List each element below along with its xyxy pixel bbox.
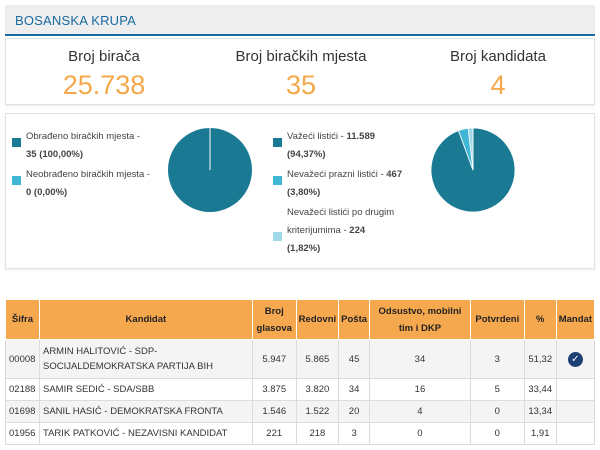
col-header-confirmed: Potvrdeni: [469, 299, 525, 340]
stat-label: Broj biračkih mjesta: [235, 48, 367, 65]
legend-value: 467: [386, 169, 403, 180]
candidate-party: SOCIJALDEMOKRATSKA PARTIJA BIH: [42, 361, 213, 372]
cell-candidate: SANIL HASIĆ - DEMOKRATSKA FRONTA: [38, 400, 253, 423]
col-header-absentee: Odsustvo, mobilni tim i DKP: [369, 299, 471, 340]
ballots-pie-chart: [430, 127, 516, 213]
legend-label: Važeći listići -: [287, 131, 347, 142]
results-table: Šifra Kandidat Broj glasova Redovni Pošt…: [5, 299, 596, 445]
cell-percent: 1,91: [523, 422, 557, 445]
col-header-candidate: Kandidat: [38, 299, 253, 340]
col-header-votes: Broj glasova: [251, 299, 297, 340]
cell-absentee: 4: [369, 400, 471, 423]
legend-label: Nevažeći listići po drugim: [287, 207, 395, 218]
legend-swatch: [12, 138, 21, 147]
stat-value: 35: [285, 70, 317, 100]
stat-label: Broj birača: [68, 48, 140, 65]
cell-code: 01698: [5, 400, 40, 423]
cell-absentee: 34: [369, 339, 471, 379]
stat-value: 4: [490, 70, 506, 100]
legend-label: Nevažeći prazni listići -: [287, 169, 387, 180]
cell-regular: 218: [295, 422, 340, 445]
cell-candidate: SAMIR SEDIĆ - SDA/SBB: [38, 378, 253, 401]
legend-label-cont: kriterijumima -: [287, 225, 350, 236]
cell-confirmed: 5: [469, 378, 525, 401]
cell-votes: 1.546: [251, 400, 297, 423]
cell-mail: 45: [338, 339, 371, 379]
legend-label: Obrađeno biračkih mjesta -: [26, 131, 141, 142]
cell-absentee: 16: [369, 378, 471, 401]
legend-valid-ballots: Važeći listići - 11.589 (94,37%): [273, 128, 423, 164]
legend-invalid-other: Nevažeći listići po drugim kriterijumima…: [273, 204, 423, 258]
legend-percent: (94,37%): [287, 149, 326, 160]
municipality-title: BOSANSKA KRUPA: [15, 13, 137, 28]
cell-mail: 3: [338, 422, 371, 445]
legend-swatch: [273, 138, 282, 147]
cell-mandate: ✓: [555, 339, 596, 379]
cell-regular: 1.522: [295, 400, 340, 423]
legend-swatch: [12, 176, 21, 185]
legend-swatch: [273, 176, 282, 185]
legend-swatch: [273, 232, 282, 241]
pie-slice: [467, 127, 474, 171]
cell-confirmed: 0: [469, 422, 525, 445]
cell-absentee: 0: [369, 422, 471, 445]
cell-code: 00008: [5, 339, 40, 379]
legend-value: 224: [349, 225, 366, 236]
legend-value: 11.589: [346, 131, 376, 142]
pie-charts-panel: Obrađeno biračkih mjesta - 35 (100,00%) …: [5, 113, 595, 269]
mandate-check-icon: ✓: [567, 351, 583, 367]
cell-confirmed: 0: [469, 400, 525, 423]
col-header-mail: Pošta: [338, 299, 371, 340]
table-row: 00008 ARMIN HALITOVIĆ - SDP- SOCIJALDEMOK…: [5, 339, 596, 379]
table-row: 01698 SANIL HASIĆ - DEMOKRATSKA FRONTA 1…: [5, 400, 596, 423]
stat-value: 25.738: [62, 70, 146, 100]
legend-percent: (3,80%): [287, 187, 321, 198]
cell-mail: 20: [338, 400, 371, 423]
page-header: BOSANSKA KRUPA: [5, 5, 595, 36]
legend-percent: (1,82%): [287, 243, 321, 254]
col-header-percent: %: [523, 299, 557, 340]
cell-regular: 5.865: [295, 339, 340, 379]
cell-candidate: TARIK PATKOVIĆ - NEZAVISNI KANDIDAT: [38, 422, 253, 445]
cell-mail: 34: [338, 378, 371, 401]
polling-stations-pie-chart: [168, 128, 252, 212]
cell-code: 02188: [5, 378, 40, 401]
col-header-mandate: Mandat: [555, 299, 596, 340]
cell-percent: 33,44: [523, 378, 557, 401]
legend-blank-ballots: Nevažeći prazni listići - 467 (3,80%): [273, 166, 423, 202]
stats-panel: Broj birača 25.738 Broj biračkih mjesta …: [5, 38, 595, 105]
col-header-regular: Redovni: [295, 299, 340, 340]
cell-percent: 13,34: [523, 400, 557, 423]
legend-unprocessed: Neobrađeno biračkih mjesta - 0 (0,00%): [12, 166, 162, 202]
cell-code: 01956: [5, 422, 40, 445]
cell-mandate: [555, 422, 596, 445]
table-header-row: Šifra Kandidat Broj glasova Redovni Pošt…: [5, 299, 596, 340]
candidate-name: ARMIN HALITOVIĆ - SDP-: [42, 346, 158, 357]
cell-confirmed: 3: [469, 339, 525, 379]
stat-label: Broj kandidata: [450, 48, 546, 65]
table-row: 02188 SAMIR SEDIĆ - SDA/SBB 3.875 3.820 …: [5, 378, 596, 401]
legend-value: 0 (0,00%): [26, 187, 68, 198]
legend-label: Neobrađeno biračkih mjesta -: [26, 169, 151, 180]
cell-votes: 221: [251, 422, 297, 445]
cell-mandate: [555, 378, 596, 401]
table-row: 01956 TARIK PATKOVIĆ - NEZAVISNI KANDIDA…: [5, 422, 596, 445]
cell-votes: 3.875: [251, 378, 297, 401]
cell-regular: 3.820: [295, 378, 340, 401]
legend-value: 35 (100,00%): [26, 149, 84, 160]
cell-votes: 5.947: [251, 339, 297, 379]
cell-candidate: ARMIN HALITOVIĆ - SDP- SOCIJALDEMOKRATSKA…: [38, 339, 253, 379]
col-header-code: Šifra: [5, 299, 40, 340]
cell-percent: 51,32: [523, 339, 557, 379]
cell-mandate: [555, 400, 596, 423]
legend-processed: Obrađeno biračkih mjesta - 35 (100,00%): [12, 128, 162, 164]
